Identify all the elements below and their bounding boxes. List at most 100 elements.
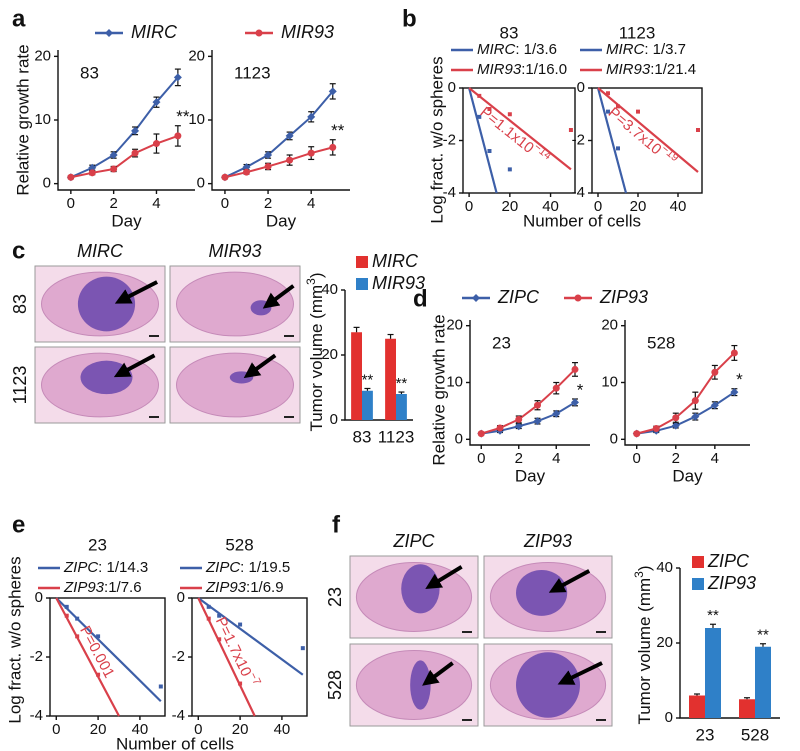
data-point bbox=[606, 109, 610, 114]
y-axis-label: Log fract. w/o spheres bbox=[5, 556, 24, 723]
error-bar bbox=[398, 391, 405, 394]
significance: ** bbox=[757, 627, 769, 644]
y-axis-label-end: ) bbox=[307, 272, 326, 278]
data-point bbox=[636, 109, 640, 114]
bar bbox=[739, 699, 755, 718]
significance: ** bbox=[707, 607, 719, 624]
data-point bbox=[206, 616, 211, 621]
x-tick-label: 1123 bbox=[378, 427, 415, 446]
y-tick-label: 0 bbox=[330, 411, 338, 428]
image-column-label: ZIP93 bbox=[523, 531, 572, 551]
legend-swatch bbox=[692, 578, 704, 590]
x-tick-label: 2 bbox=[672, 450, 680, 467]
data-point bbox=[109, 151, 118, 159]
y-tick-label: 0 bbox=[610, 430, 618, 447]
fit-line bbox=[596, 87, 628, 194]
legend-label: MIRC bbox=[131, 22, 178, 42]
y-tick-label: 40 bbox=[656, 559, 673, 576]
panel-title: 528 bbox=[647, 333, 675, 352]
data-point bbox=[328, 87, 337, 96]
x-axis-label: Number of cells bbox=[116, 734, 234, 751]
data-point bbox=[173, 73, 182, 82]
image-row-label: 528 bbox=[325, 670, 345, 700]
image-column-label: ZIPC bbox=[392, 531, 435, 551]
data-point bbox=[710, 401, 719, 410]
x-axis-label: Day bbox=[266, 211, 297, 230]
panel-title: 528 bbox=[225, 535, 253, 554]
legend-estimate: : 1/3.7 bbox=[644, 41, 686, 58]
error-bar bbox=[744, 697, 750, 700]
y-tick-label: 40 bbox=[321, 281, 338, 298]
x-tick-label: 0 bbox=[465, 198, 473, 215]
data-point bbox=[286, 156, 294, 164]
x-axis-label: Day bbox=[111, 211, 142, 230]
y-tick-label: 20 bbox=[601, 317, 618, 334]
y-tick-label: 0 bbox=[35, 589, 43, 606]
significance: ** bbox=[331, 121, 345, 140]
bar bbox=[385, 338, 396, 420]
x-tick-label: 40 bbox=[542, 198, 559, 215]
data-point bbox=[243, 168, 250, 176]
data-point bbox=[616, 104, 620, 109]
legend-label: ZIPC bbox=[707, 551, 750, 571]
data-point bbox=[507, 112, 512, 117]
x-tick-label: 4 bbox=[711, 450, 719, 467]
x-tick-label: 20 bbox=[90, 721, 107, 738]
arrow bbox=[548, 569, 591, 593]
data-point bbox=[242, 163, 251, 172]
y-axis-label-sup: 3 bbox=[632, 571, 646, 578]
y-tick-label: 0 bbox=[455, 430, 463, 447]
y-tick-label: 0 bbox=[577, 79, 585, 96]
legend-marker bbox=[255, 29, 263, 37]
x-tick-label: 20 bbox=[630, 198, 647, 215]
legend-swatch bbox=[356, 256, 368, 268]
data-point bbox=[711, 368, 719, 376]
series-line bbox=[70, 134, 179, 179]
data-point bbox=[507, 167, 512, 172]
x-tick-label: 40 bbox=[274, 721, 291, 738]
x-tick-label: 2 bbox=[109, 195, 117, 212]
data-point bbox=[633, 430, 641, 438]
panel-title: 1123 bbox=[234, 63, 271, 82]
panel-title: 83 bbox=[500, 23, 519, 42]
y-axis-label: Tumor volume (mm3) bbox=[632, 565, 654, 724]
legend-label: ZIPC bbox=[497, 287, 540, 307]
legend-swatch bbox=[356, 278, 368, 290]
tumor bbox=[410, 660, 431, 710]
legend-label: ZIP93:1/7.6 bbox=[63, 579, 142, 596]
arrow bbox=[243, 353, 277, 379]
x-tick-label: 4 bbox=[307, 195, 315, 212]
legend-estimate: :1/6.9 bbox=[246, 579, 284, 596]
arrow bbox=[422, 661, 454, 686]
data-point bbox=[96, 672, 101, 677]
data-point bbox=[75, 616, 80, 621]
data-point bbox=[238, 681, 243, 686]
x-tick-label: 0 bbox=[633, 450, 641, 467]
legend-name: MIR93 bbox=[477, 61, 522, 78]
data-point bbox=[496, 424, 504, 432]
y-axis-label-end: ) bbox=[635, 565, 654, 571]
axes bbox=[469, 320, 590, 446]
y-axis-label: Log fract. w/o spheres bbox=[427, 56, 446, 223]
data-point bbox=[552, 384, 560, 392]
y-tick-label: 10 bbox=[446, 373, 463, 390]
x-tick-label: 0 bbox=[67, 195, 75, 212]
x-tick-label: 4 bbox=[552, 450, 560, 467]
bar bbox=[396, 394, 407, 420]
bar bbox=[362, 390, 373, 420]
data-point bbox=[217, 613, 222, 618]
panel-letter: c bbox=[12, 237, 25, 264]
error-bar bbox=[710, 623, 716, 628]
significance: ** bbox=[362, 371, 374, 388]
data-point bbox=[477, 93, 482, 98]
legend-label: MIRC: 1/3.7 bbox=[606, 41, 686, 58]
tumor bbox=[516, 569, 568, 616]
legend-estimate: :1/16.0 bbox=[521, 61, 567, 78]
x-tick-label: 0 bbox=[594, 198, 602, 215]
legend-label: ZIPC: 1/19.5 bbox=[205, 559, 290, 576]
x-tick-label: 0 bbox=[477, 450, 485, 467]
legend-name: MIRC bbox=[606, 41, 644, 58]
panel-title: 1123 bbox=[619, 23, 656, 42]
data-point bbox=[568, 128, 573, 132]
arrow bbox=[425, 565, 463, 589]
